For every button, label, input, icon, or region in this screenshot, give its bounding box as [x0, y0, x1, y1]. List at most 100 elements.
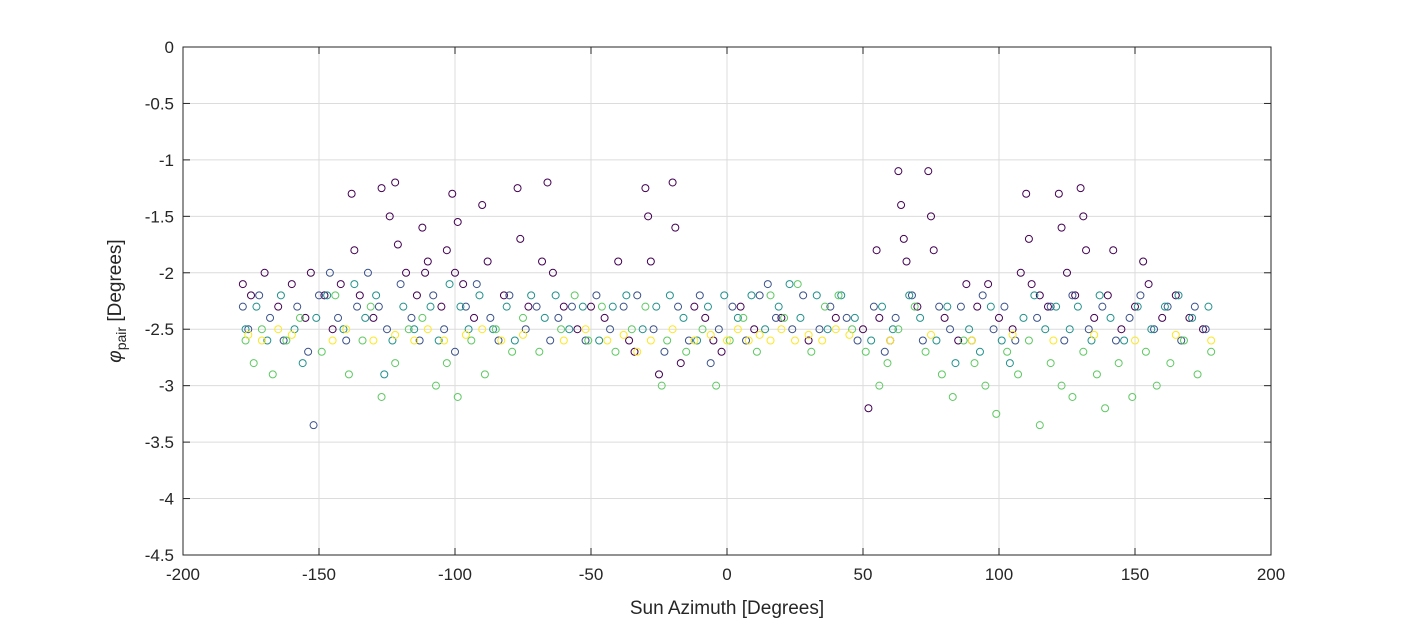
- data-point: [467, 336, 476, 345]
- data-point: [978, 291, 987, 300]
- data-point: [1117, 325, 1126, 334]
- data-point: [244, 330, 253, 339]
- data-point: [559, 336, 568, 345]
- data-point: [1014, 370, 1023, 379]
- data-point: [573, 325, 582, 334]
- data-point: [1204, 302, 1213, 311]
- data-point: [986, 302, 995, 311]
- data-point: [695, 291, 704, 300]
- data-point: [374, 302, 383, 311]
- data-point: [315, 291, 323, 300]
- data-point: [641, 302, 650, 311]
- data-point: [1024, 234, 1033, 243]
- data-point: [336, 280, 345, 289]
- data-point: [510, 336, 519, 345]
- data-point: [861, 347, 870, 356]
- data-point: [907, 291, 916, 300]
- data-point: [328, 325, 337, 334]
- data-point: [358, 336, 367, 345]
- data-point: [1201, 325, 1210, 334]
- x-tick-label: 50: [854, 565, 873, 584]
- data-point: [1106, 313, 1115, 322]
- data-point: [777, 325, 786, 334]
- data-point: [967, 336, 976, 345]
- data-point: [304, 347, 313, 356]
- x-axis-label: Sun Azimuth [Degrees]: [630, 598, 824, 619]
- data-point: [875, 381, 884, 390]
- data-point: [418, 313, 427, 322]
- data-point: [706, 359, 715, 368]
- data-point: [652, 302, 661, 311]
- data-point: [391, 178, 400, 187]
- data-point: [646, 257, 655, 266]
- data-point: [818, 336, 827, 345]
- data-point: [548, 268, 557, 277]
- data-point: [451, 268, 459, 277]
- data-point: [306, 268, 315, 277]
- data-point: [350, 246, 359, 255]
- data-point: [309, 421, 318, 430]
- data-point: [334, 313, 343, 322]
- data-point: [965, 325, 974, 334]
- data-point: [1035, 291, 1044, 300]
- data-point: [973, 302, 982, 311]
- data-point: [812, 291, 821, 300]
- data-point: [1027, 280, 1036, 289]
- x-tick-label: -200: [166, 565, 200, 584]
- x-tick-label: 200: [1257, 565, 1285, 584]
- data-point: [1152, 381, 1161, 390]
- data-point: [287, 280, 296, 289]
- axes: [182, 46, 1272, 556]
- data-point: [366, 302, 375, 311]
- data-point: [1057, 381, 1066, 390]
- data-point: [257, 325, 266, 334]
- data-point: [546, 336, 555, 345]
- data-point: [459, 280, 468, 289]
- data-point: [799, 291, 808, 300]
- data-point: [791, 336, 799, 345]
- y-tick-label: -2.5: [145, 320, 174, 339]
- data-point: [480, 370, 489, 379]
- data-point: [924, 167, 933, 176]
- data-point: [331, 291, 340, 300]
- data-point: [1090, 330, 1099, 339]
- data-point: [625, 336, 634, 345]
- data-point: [1024, 336, 1033, 345]
- data-point: [638, 325, 647, 334]
- data-point: [499, 291, 508, 300]
- data-point: [402, 268, 411, 277]
- data-point: [519, 313, 527, 322]
- data-point: [274, 325, 283, 334]
- data-point: [372, 291, 381, 300]
- data-point: [1128, 392, 1137, 401]
- data-point: [342, 325, 351, 334]
- data-point: [276, 291, 285, 300]
- data-point: [519, 330, 527, 339]
- data-point: [706, 330, 715, 339]
- data-point: [1190, 302, 1199, 311]
- data-point: [578, 302, 587, 311]
- data-point: [682, 347, 691, 356]
- data-point: [581, 336, 590, 345]
- data-point: [442, 359, 451, 368]
- data-point: [298, 359, 307, 368]
- data-point: [1174, 291, 1183, 300]
- data-point: [238, 302, 247, 311]
- data-point: [633, 291, 642, 300]
- data-point: [559, 302, 568, 311]
- data-point: [630, 347, 639, 356]
- data-point: [1063, 268, 1071, 277]
- data-point: [1158, 313, 1167, 322]
- data-point: [1071, 291, 1080, 300]
- data-point: [399, 302, 408, 311]
- data-point: [363, 268, 372, 277]
- data-point: [1084, 325, 1093, 334]
- data-point: [535, 347, 544, 356]
- data-point: [323, 291, 332, 300]
- data-point: [600, 313, 609, 322]
- data-point: [532, 302, 541, 311]
- data-point: [1125, 313, 1134, 322]
- data-point: [442, 246, 451, 255]
- data-point: [434, 336, 443, 345]
- data-point: [859, 325, 867, 334]
